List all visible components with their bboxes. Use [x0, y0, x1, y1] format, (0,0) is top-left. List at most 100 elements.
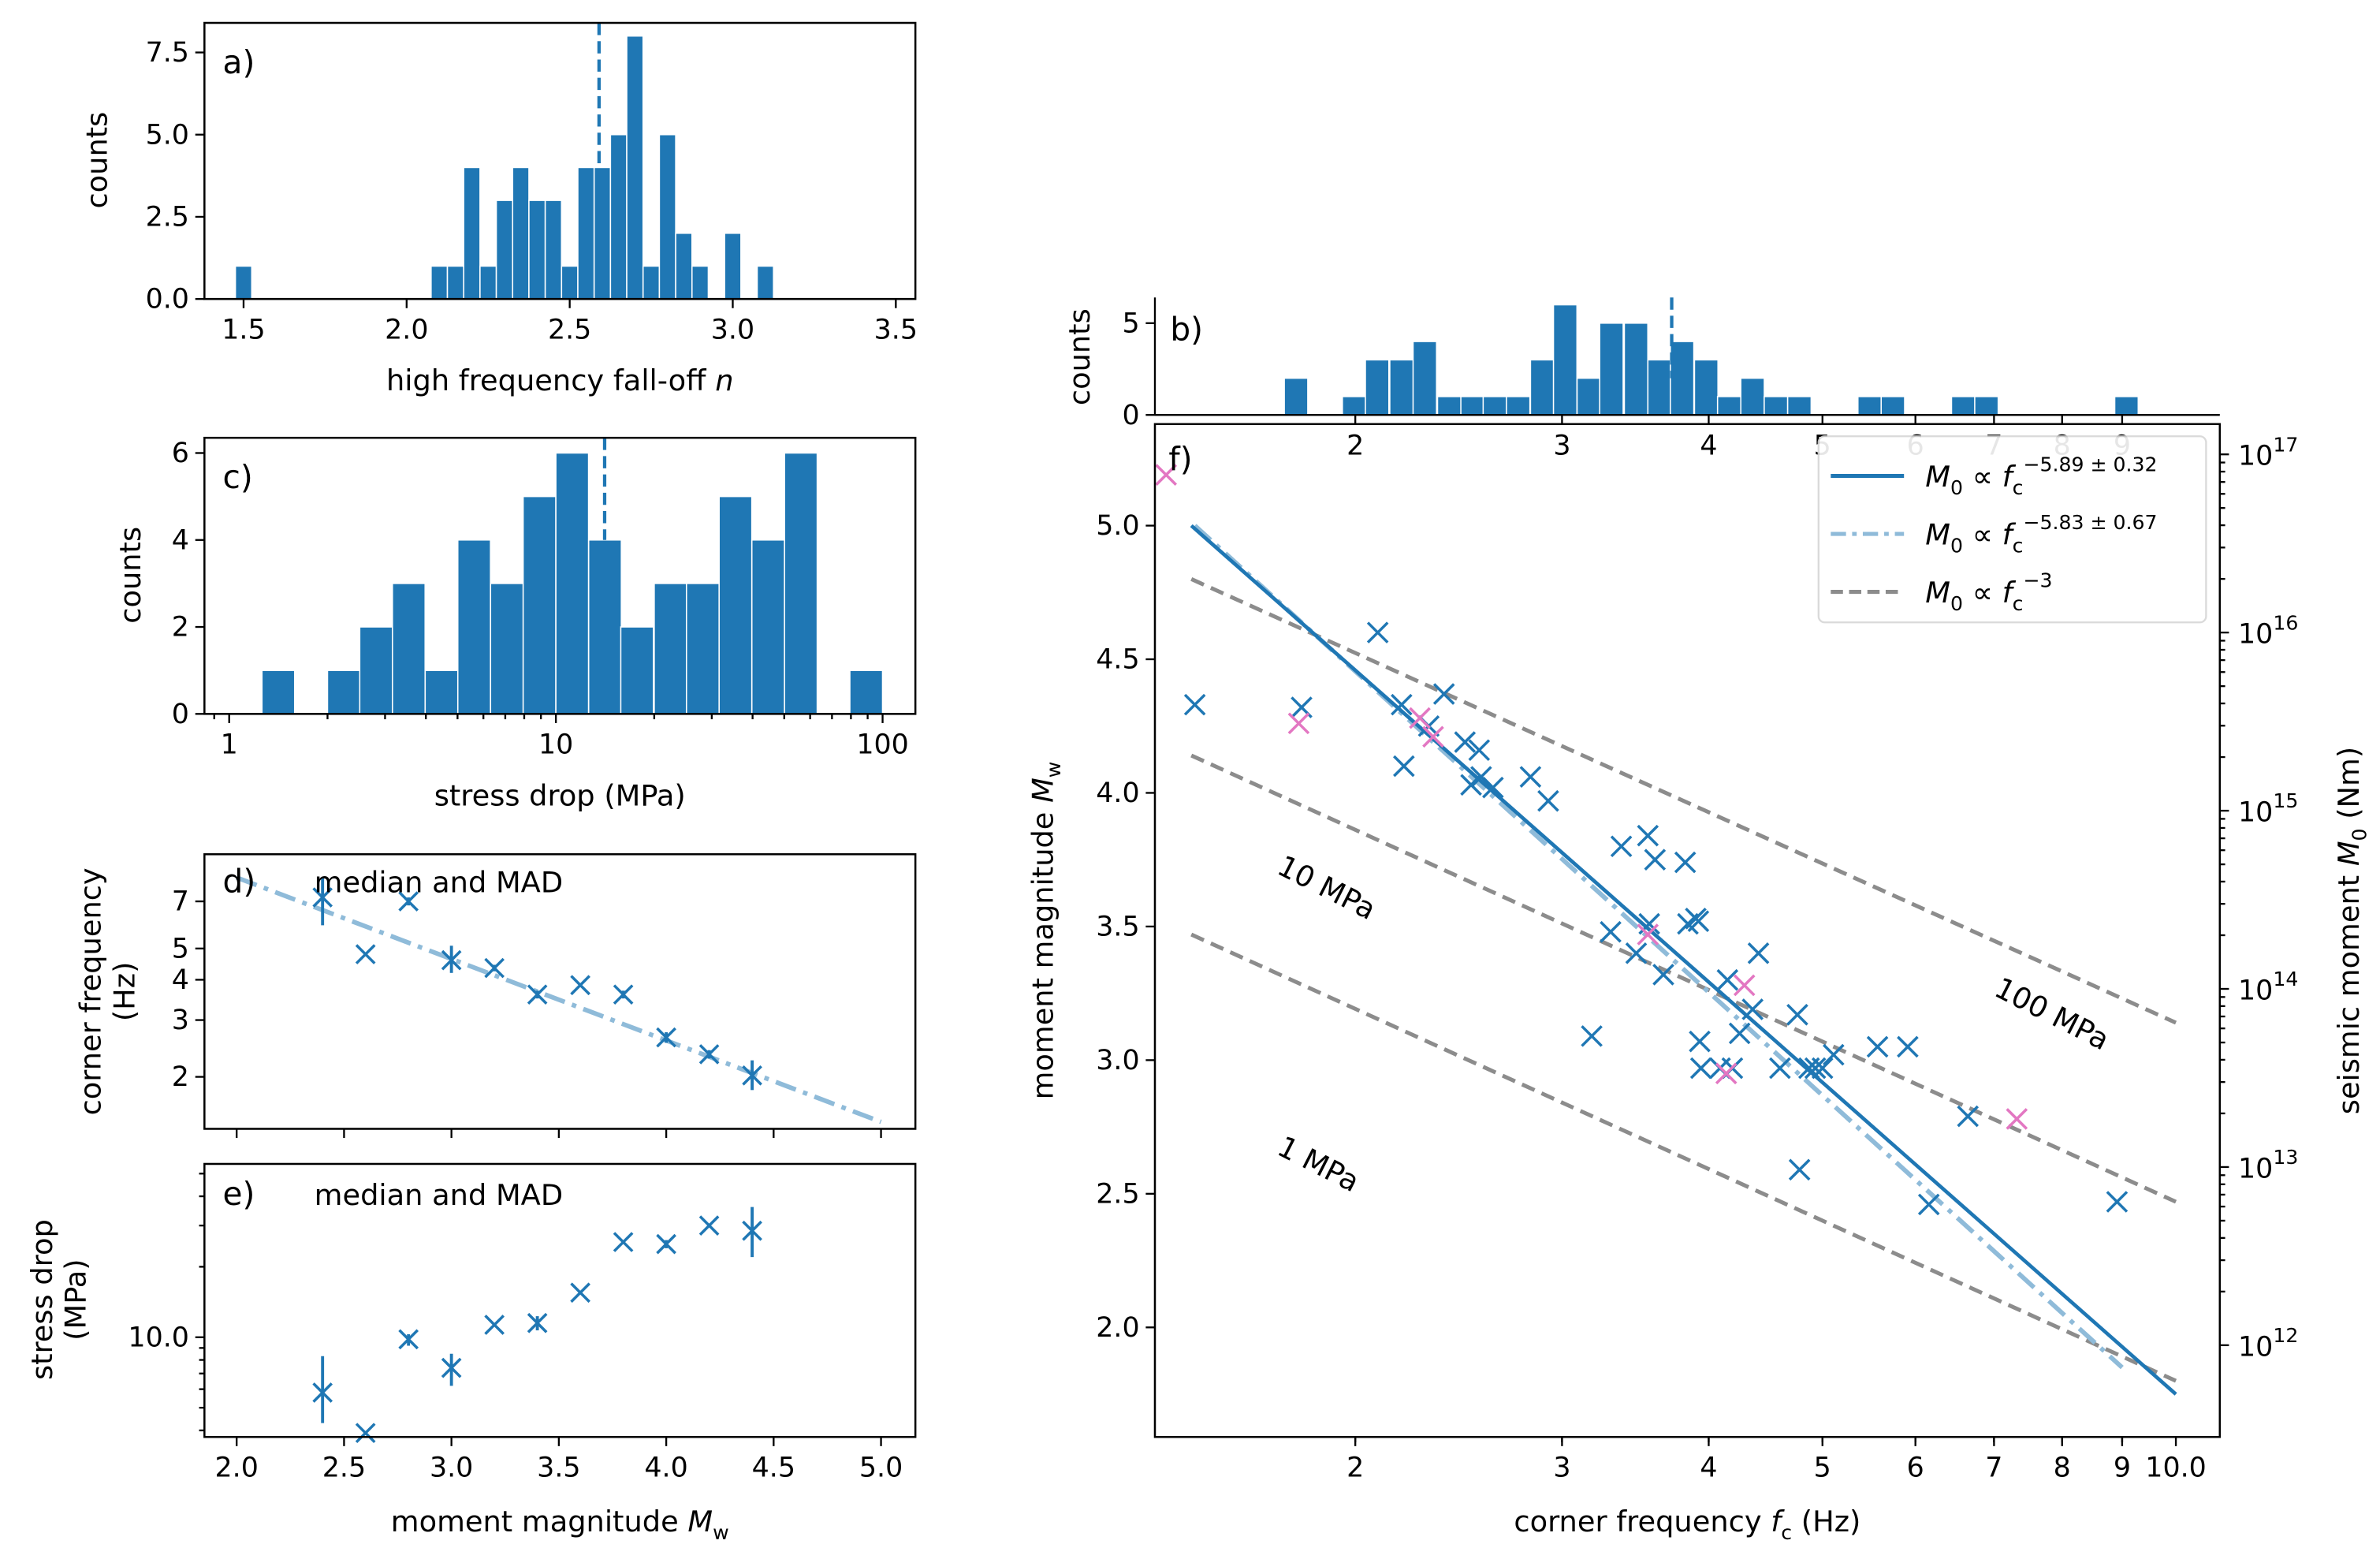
histogram-bar: [642, 265, 661, 300]
right-axis-tick-label: 1015: [2238, 789, 2298, 828]
histogram-bar: [446, 265, 464, 300]
histogram-bar: [658, 133, 676, 300]
data-point: [698, 1044, 720, 1065]
x-axis-tick-label: 2.0: [214, 1453, 258, 1484]
data-point-highlight: [1715, 1062, 1738, 1085]
data-point: [1689, 1030, 1711, 1053]
x-axis-tick-label: 2: [1346, 1453, 1364, 1484]
x-axis-tick-label: 2.0: [385, 314, 428, 345]
data-point: [1804, 1057, 1827, 1080]
histogram-bar: [1764, 396, 1789, 416]
d-ylabel-line1: corner frequency: [74, 867, 108, 1115]
panel-a-histogram: 1.5 2.0 2.5 3.0 3.5 0.0 2.5 5.0 7.5: [146, 21, 918, 345]
histogram-bar: [430, 265, 449, 300]
data-point: [1897, 1035, 1919, 1058]
e-ylabel-line1: stress drop: [25, 1219, 59, 1380]
y-axis-tick-label: 2: [172, 612, 189, 643]
stress-drop-line: [1190, 753, 2177, 1204]
y-axis-tick-label: 4: [172, 964, 189, 996]
histogram-bar: [555, 452, 590, 715]
panel-label-b: b): [1170, 310, 1203, 348]
histogram-bar: [456, 539, 491, 715]
b-ylabel: counts: [1063, 308, 1097, 405]
stress-drop-line: [1190, 577, 2177, 1025]
x-axis-tick-label: 4: [1700, 1453, 1717, 1484]
histogram-bar: [626, 35, 644, 300]
data-point: [484, 1315, 505, 1335]
stress-label-1mpa: 1 MPa: [1272, 1129, 1365, 1199]
y-axis-tick-label: 3.0: [1096, 1045, 1139, 1076]
histogram-bar: [1506, 396, 1531, 416]
x-axis-tick-label: 1.5: [222, 314, 265, 345]
stress-drop-line: [1190, 932, 2177, 1383]
data-point: [1454, 731, 1477, 753]
panel-label-c: c): [223, 458, 253, 496]
histogram-bar: [1283, 377, 1309, 416]
data-point: [1482, 776, 1504, 799]
y-axis-tick-label: 6: [172, 438, 189, 469]
x-axis-tick-label: 3: [1553, 430, 1570, 461]
y-axis-tick-label: 0: [172, 699, 189, 730]
x-axis-tick-label: 1: [221, 729, 238, 761]
data-point: [570, 975, 590, 996]
y-axis-tick-label: 5: [172, 933, 189, 964]
x-axis-tick-label: 2.5: [322, 1453, 366, 1484]
right-axis-tick-label: 1013: [2238, 1146, 2298, 1184]
data-point: [1769, 1057, 1791, 1080]
histogram-bar: [1974, 396, 1999, 416]
data-point: [1747, 942, 1770, 964]
histogram-bar: [544, 200, 563, 300]
data-point: [1652, 964, 1674, 986]
e-ylabel-line2: (MPa): [58, 1259, 92, 1340]
y-axis-tick-label: 4.0: [1096, 778, 1139, 809]
stress-label-100mpa: 100 MPa: [1989, 971, 2114, 1057]
data-point: [1468, 739, 1491, 762]
right-axis-tick-label: 1014: [2238, 968, 2298, 1006]
y-axis-tick-label: 0.0: [146, 284, 189, 315]
y-axis-tick-label: 4: [172, 524, 189, 556]
x-axis-tick-label: 10: [538, 729, 573, 761]
y-axis-tick-label: 3.5: [1096, 912, 1139, 943]
panel-c-histogram: 1 10 100 0 2 4 6: [172, 436, 917, 761]
data-point: [698, 1215, 720, 1236]
histogram-bar: [1716, 396, 1742, 416]
data-point: [527, 984, 548, 1005]
x-axis-tick-label: 8: [2054, 1453, 2071, 1484]
data-point: [1610, 835, 1633, 858]
x-axis-tick-label: 3.5: [537, 1453, 580, 1484]
histogram-bar: [1857, 396, 1883, 416]
y-axis-tick-label: 2.5: [1096, 1178, 1139, 1210]
histogram-bar: [685, 583, 720, 715]
histogram-bar: [654, 583, 688, 715]
data-point: [484, 957, 505, 979]
stress-label-10mpa: 10 MPa: [1272, 848, 1381, 927]
f-ylabel: moment magnitude Mw: [1026, 762, 1065, 1100]
data-point-highlight: [1422, 725, 1444, 748]
x-axis-tick-label: 3.5: [874, 314, 918, 345]
axes-frame: [203, 1162, 917, 1438]
histogram-bar: [609, 133, 628, 300]
histogram-bar: [2114, 396, 2140, 416]
panel-d-scatter: 2 3 45 7: [172, 853, 917, 1139]
fit-line-solid: [1190, 524, 2177, 1396]
histogram-bar: [1880, 396, 1905, 416]
histogram-bar: [1786, 396, 1812, 416]
data-point: [1581, 1025, 1603, 1047]
data-point-highlight: [1155, 464, 1178, 486]
histogram-bar: [528, 200, 546, 300]
histogram-bar: [784, 452, 818, 715]
axes-frame: [203, 436, 917, 715]
data-point: [570, 1282, 590, 1304]
data-point: [1786, 1003, 1808, 1026]
y-axis-tick-label: 3: [172, 1005, 189, 1036]
data-point: [441, 1357, 462, 1378]
y-axis-tick-label: 5: [1122, 308, 1139, 339]
histogram-bar: [724, 233, 742, 300]
data-point: [527, 1312, 548, 1333]
histogram-bar: [1529, 359, 1555, 416]
histogram-bar: [490, 583, 524, 715]
y-axis-tick-label: 2: [172, 1061, 189, 1093]
histogram-bar: [1623, 323, 1649, 416]
d-ylabel-line2: (Hz): [107, 962, 141, 1022]
